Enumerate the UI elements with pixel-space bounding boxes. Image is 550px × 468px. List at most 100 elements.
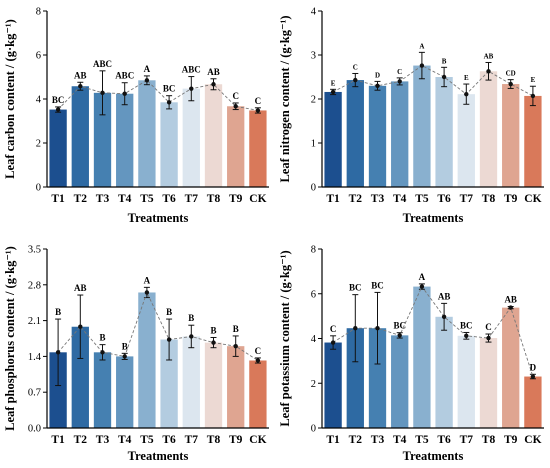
y-tick-label: 8 bbox=[36, 7, 41, 18]
significance-letter: BC bbox=[52, 95, 65, 105]
data-point bbox=[375, 83, 380, 89]
category-label: CK bbox=[524, 434, 541, 446]
x-axis-title: Treatments bbox=[128, 449, 189, 463]
data-point bbox=[419, 63, 425, 68]
y-axis-title: Leaf phosphorus content / (g·kg⁻¹) bbox=[3, 246, 17, 431]
category-label: CK bbox=[524, 193, 541, 205]
significance-letter: C bbox=[485, 322, 492, 332]
bar bbox=[368, 328, 387, 428]
significance-letter: B bbox=[166, 307, 172, 317]
y-axis-title: Leaf potassium content / (g·kg⁻¹) bbox=[278, 250, 292, 426]
category-label: T9 bbox=[229, 434, 243, 446]
significance-letter: AB bbox=[74, 70, 87, 80]
data-point bbox=[397, 333, 402, 338]
data-point bbox=[353, 326, 358, 331]
significance-letter: D bbox=[375, 71, 380, 79]
significance-letter: C bbox=[353, 63, 358, 71]
significance-letter: C bbox=[255, 346, 262, 356]
bar bbox=[249, 110, 267, 187]
data-point bbox=[55, 107, 61, 112]
x-axis-title: Treatments bbox=[403, 449, 464, 463]
y-tick-label: 2 bbox=[311, 95, 316, 106]
y-tick-label: 4 bbox=[311, 334, 317, 345]
category-label: T5 bbox=[415, 193, 429, 205]
bar bbox=[182, 336, 200, 428]
category-label: T3 bbox=[371, 193, 385, 205]
bar bbox=[324, 342, 342, 428]
bar bbox=[524, 376, 542, 428]
x-axis-title: Treatments bbox=[403, 211, 464, 225]
data-point bbox=[233, 343, 238, 349]
significance-letter: BC bbox=[460, 320, 473, 330]
category-label: T7 bbox=[460, 193, 474, 205]
category-label: T7 bbox=[185, 193, 199, 205]
bar bbox=[502, 84, 520, 187]
bar bbox=[93, 92, 112, 187]
bar bbox=[324, 91, 342, 187]
category-label: T9 bbox=[229, 193, 243, 205]
category-label: T4 bbox=[118, 434, 132, 446]
y-tick-label: 6 bbox=[36, 51, 41, 62]
significance-letter: ABC bbox=[182, 65, 201, 75]
significance-letter: C bbox=[330, 324, 337, 334]
data-point bbox=[397, 79, 402, 84]
bar bbox=[116, 356, 134, 428]
significance-letter: BC bbox=[349, 283, 362, 293]
significance-letter: B bbox=[233, 324, 239, 334]
y-tick-label: 2.1 bbox=[28, 316, 41, 327]
bar bbox=[413, 65, 431, 187]
bar bbox=[391, 81, 409, 187]
data-point bbox=[78, 324, 83, 329]
bar bbox=[457, 94, 475, 187]
significance-letter: ABC bbox=[115, 71, 134, 81]
significance-letter: A bbox=[419, 42, 424, 50]
bar bbox=[116, 93, 134, 187]
significance-letter: A bbox=[144, 64, 151, 74]
data-point bbox=[122, 354, 127, 359]
y-tick-label: 0 bbox=[311, 183, 316, 194]
bar bbox=[160, 102, 178, 187]
significance-letter: BC bbox=[371, 280, 384, 290]
bar bbox=[435, 77, 453, 187]
bar bbox=[391, 335, 409, 428]
y-tick-label: 2.8 bbox=[28, 280, 41, 291]
category-label: T8 bbox=[482, 434, 496, 446]
y-tick-label: 2 bbox=[36, 139, 41, 150]
significance-letter: C bbox=[397, 68, 402, 76]
category-label: T2 bbox=[74, 193, 88, 205]
y-tick-label: 1 bbox=[311, 139, 316, 150]
significance-letter: B bbox=[210, 325, 216, 335]
data-point bbox=[464, 91, 469, 97]
bar bbox=[49, 352, 67, 428]
significance-letter: A bbox=[144, 275, 151, 285]
bar bbox=[368, 85, 387, 187]
bar bbox=[204, 342, 223, 428]
category-label: T8 bbox=[482, 193, 496, 205]
significance-letter: C bbox=[255, 96, 262, 106]
category-label: T1 bbox=[51, 434, 65, 446]
significance-letter: B bbox=[99, 333, 105, 343]
data-point bbox=[441, 74, 447, 80]
y-tick-label: 2 bbox=[311, 379, 316, 390]
significance-letter: AB bbox=[504, 295, 517, 305]
significance-letter: D bbox=[530, 362, 537, 372]
y-tick-label: 4 bbox=[36, 95, 42, 106]
y-tick-label: 0.7 bbox=[28, 388, 41, 399]
category-label: T5 bbox=[415, 434, 429, 446]
y-axis-title: Leaf carbon content / (g·kg⁻¹) bbox=[3, 19, 17, 179]
bar bbox=[227, 106, 245, 187]
y-tick-label: 0.0 bbox=[28, 424, 41, 435]
y-tick-label: 1.4 bbox=[28, 352, 42, 363]
data-point bbox=[122, 91, 127, 96]
category-label: T8 bbox=[207, 193, 221, 205]
bar bbox=[138, 80, 156, 187]
bar bbox=[71, 326, 89, 428]
category-label: T3 bbox=[371, 434, 385, 446]
category-label: T6 bbox=[162, 434, 176, 446]
data-point bbox=[189, 86, 194, 91]
significance-letter: AB bbox=[207, 67, 220, 77]
bar bbox=[227, 346, 245, 428]
significance-letter: AB bbox=[484, 52, 494, 60]
category-label: T6 bbox=[437, 434, 451, 446]
